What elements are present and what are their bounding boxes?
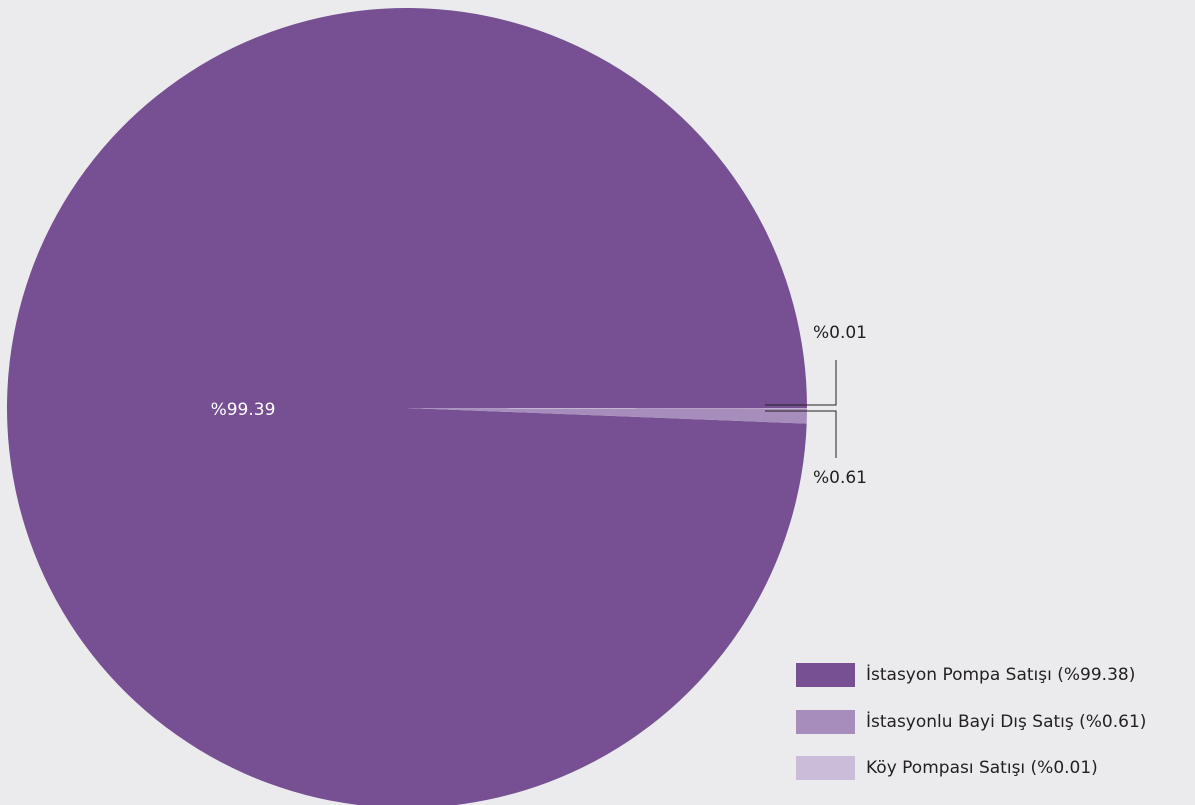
- pie-slice: [407, 408, 807, 424]
- pie-slice: [7, 8, 807, 805]
- legend-swatch: [796, 710, 855, 734]
- legend-label: İstasyonlu Bayi Dış Satış (%0.61): [866, 711, 1146, 732]
- leader-line: [765, 360, 837, 406]
- legend-label: Köy Pompası Satışı (%0.01): [866, 758, 1098, 778]
- data-label: %0.01: [813, 323, 867, 343]
- data-label: %99.39: [211, 400, 276, 420]
- legend-label: İstasyon Pompa Satışı (%99.38): [866, 664, 1135, 685]
- leader-line: [765, 410, 837, 458]
- legend-swatch: [796, 756, 855, 780]
- data-label: %0.61: [813, 468, 867, 488]
- legend-swatch: [796, 663, 855, 687]
